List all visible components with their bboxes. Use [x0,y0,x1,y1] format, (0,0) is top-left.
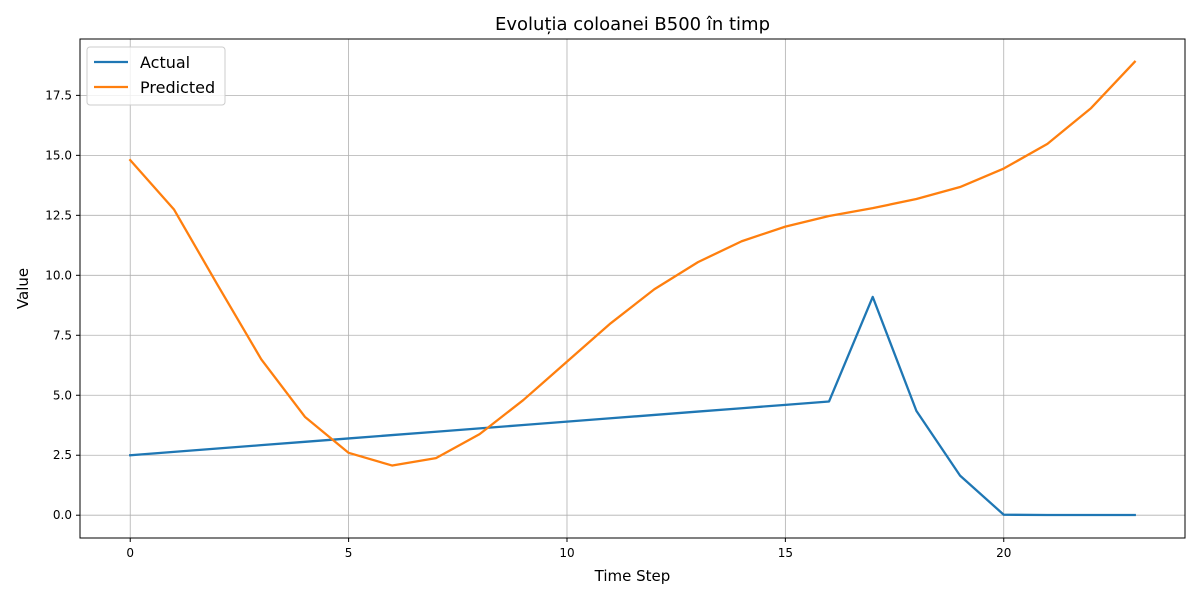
x-tick-label: 0 [126,546,134,560]
x-axis-label: Time Step [594,567,671,585]
legend-label-actual: Actual [140,53,190,72]
y-tick-label: 12.5 [45,208,72,222]
y-tick-label: 0.0 [53,508,72,522]
x-tick-label: 10 [559,546,574,560]
series-layer [128,60,1137,517]
chart-title: Evoluția coloanei B500 în timp [495,14,770,35]
legend: Actual Predicted [86,46,226,106]
x-axis-ticks: 0 5 10 15 20 [126,538,1011,560]
x-tick-label: 5 [345,546,353,560]
x-tick-label: 20 [996,546,1011,560]
series-line-predicted [128,60,1137,467]
y-axis-ticks: 0.0 2.5 5.0 7.5 10.0 12.5 15.0 17.5 [45,88,80,522]
y-axis-label: Value [14,268,32,309]
grid [80,39,1185,538]
legend-label-predicted: Predicted [140,78,215,97]
y-tick-label: 2.5 [53,448,72,462]
y-tick-label: 15.0 [45,148,72,162]
x-tick-label: 15 [778,546,793,560]
plot-area [79,38,1186,539]
series-line-actual [128,295,1136,517]
plot-frame [79,38,1186,539]
y-tick-label: 17.5 [45,88,72,102]
y-tick-label: 7.5 [53,328,72,342]
y-tick-label: 5.0 [53,388,72,402]
y-tick-label: 10.0 [45,268,72,282]
